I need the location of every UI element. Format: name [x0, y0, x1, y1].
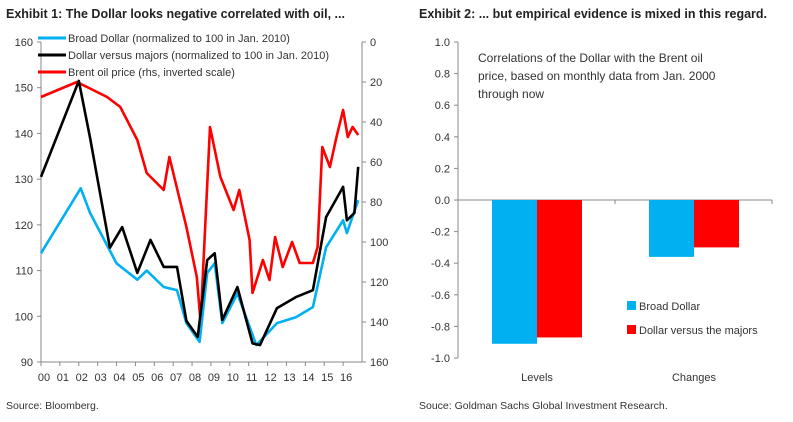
- right-y-tick-label: 120: [370, 277, 388, 289]
- x-tick-label: 02: [76, 372, 88, 384]
- y-tick-label: -0.4: [431, 258, 450, 270]
- right-y-tick-label: 100: [370, 237, 388, 249]
- category-label-levels: Levels: [521, 372, 553, 384]
- y-tick-label: 1.0: [435, 37, 450, 49]
- left-y-tick-label: 110: [15, 266, 33, 278]
- y-tick-label: -0.2: [431, 227, 450, 239]
- x-tick-label: 00: [38, 372, 50, 384]
- x-tick-label: 09: [208, 372, 220, 384]
- legend-label-brent: Brent oil price (rhs, inverted scale): [68, 67, 235, 79]
- right-y-tick-label: 20: [370, 77, 382, 89]
- x-tick-label: 07: [170, 372, 182, 384]
- dollar-majors-line: [39, 79, 360, 347]
- right-y-tick-label: 80: [370, 197, 382, 209]
- x-tick-label: 03: [95, 372, 107, 384]
- x-tick-label: 08: [189, 372, 201, 384]
- y-tick-label: 0.8: [435, 69, 450, 81]
- left-y-tick-label: 120: [15, 220, 33, 232]
- bar-changes-dollar-majors: [694, 200, 739, 248]
- x-tick-label: 16: [340, 372, 352, 384]
- x-tick-label: 05: [132, 372, 144, 384]
- right-y-tick-label: 40: [370, 117, 382, 129]
- right-y-tick-label: 140: [370, 317, 388, 329]
- legend-label-dollar-majors: Dollar versus the majors: [639, 325, 758, 337]
- y-tick-label: 0.0: [435, 195, 450, 207]
- right-y-tick-label: 160: [370, 357, 388, 369]
- legend-swatch-dollar-majors: [627, 325, 636, 334]
- exhibit1-title: Exhibit 1: The Dollar looks negative cor…: [6, 7, 345, 21]
- y-tick-label: 0.6: [435, 100, 450, 112]
- legend-swatch-broad-dollar: [627, 301, 636, 310]
- exhibit1-source: Source: Bloomberg.: [6, 400, 99, 412]
- x-tick-label: 12: [264, 372, 276, 384]
- legend-label-broad-dollar: Broad Dollar (normalized to 100 in Jan. …: [68, 33, 290, 45]
- bar-levels-dollar-majors: [537, 200, 582, 338]
- left-y-tick-label: 100: [15, 311, 33, 323]
- x-tick-label: 01: [57, 372, 69, 384]
- bar-changes-broad-dollar: [649, 200, 694, 257]
- legend-label-broad-dollar: Broad Dollar: [639, 301, 700, 313]
- x-tick-label: 14: [302, 372, 314, 384]
- broad-dollar-line: [39, 187, 360, 347]
- exhibit2-plot: 1.0 0.8 0.6 0.4 0.2 0.0 -0.2 -0.4 -0.6 -0.8 -1.0 Le…: [431, 37, 773, 384]
- x-tick-label: 15: [321, 372, 333, 384]
- left-y-tick-label: 150: [15, 83, 33, 95]
- right-y-tick-label: 0: [370, 37, 376, 49]
- left-y-tick-label: 160: [15, 37, 33, 49]
- y-tick-label: -0.8: [431, 321, 450, 333]
- exhibit2-title: Exhibit 2: ... but empirical evidence is…: [419, 7, 767, 21]
- x-tick-label: 10: [227, 372, 239, 384]
- y-tick-label: 0.4: [435, 132, 450, 144]
- x-tick-label: 06: [151, 372, 163, 384]
- right-y-tick-label: 60: [370, 157, 382, 169]
- category-label-changes: Changes: [672, 372, 717, 384]
- annotation-line-3: through now: [478, 87, 544, 101]
- exhibit1-legend: Broad Dollar (normalized to 100 in Jan. …: [38, 33, 329, 79]
- x-tick-label: 13: [283, 372, 295, 384]
- x-tick-label: 04: [113, 372, 125, 384]
- x-tick-label: 11: [246, 372, 257, 384]
- left-y-tick-label: 130: [15, 174, 33, 186]
- exhibit2-source: Souce: Goldman Sachs Global Investment R…: [419, 400, 668, 412]
- left-y-tick-label: 90: [21, 357, 33, 369]
- legend-label-dollar-majors: Dollar versus majors (normalized to 100 …: [68, 50, 329, 62]
- exhibit1-plot: 1601501401301201101009002040608010012014…: [15, 33, 389, 384]
- bar-levels-broad-dollar: [492, 200, 537, 344]
- y-tick-label: 0.2: [435, 163, 450, 175]
- annotation-line-1: Correlations of the Dollar with the Bren…: [478, 51, 703, 65]
- exhibit2-legend: Broad Dollar Dollar versus the majors: [627, 301, 758, 337]
- y-tick-label: -0.6: [431, 290, 450, 302]
- brent-oil-line: [40, 80, 360, 324]
- y-tick-label: -1.0: [431, 353, 450, 365]
- annotation-line-2: price, based on monthly data from Jan. 2…: [478, 69, 716, 83]
- left-y-tick-label: 140: [15, 128, 33, 140]
